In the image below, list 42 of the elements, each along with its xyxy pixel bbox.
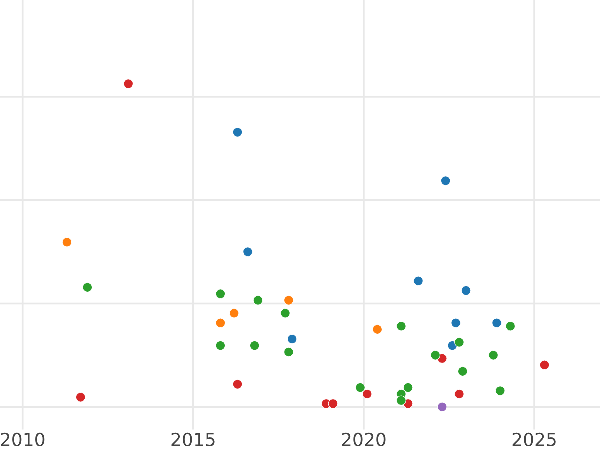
point <box>82 282 93 293</box>
point <box>437 402 448 412</box>
point <box>458 366 468 377</box>
point <box>362 389 372 400</box>
point <box>403 382 414 393</box>
point <box>506 321 516 332</box>
point <box>356 382 366 393</box>
point <box>280 308 290 318</box>
point <box>232 380 243 390</box>
point <box>76 392 86 402</box>
point <box>396 321 406 332</box>
point <box>454 389 464 400</box>
point <box>232 128 243 138</box>
point <box>540 360 550 370</box>
point <box>243 247 253 257</box>
x-tick-label: 2020 <box>342 432 386 447</box>
x-tick-label: 2025 <box>512 432 556 447</box>
point <box>495 386 506 396</box>
point <box>440 176 451 186</box>
point <box>372 324 383 335</box>
point <box>284 296 294 306</box>
x-tick-label: 2015 <box>172 432 215 447</box>
point <box>488 350 499 360</box>
point <box>451 318 461 328</box>
point <box>454 338 464 348</box>
point <box>328 398 338 409</box>
point <box>216 318 226 328</box>
point <box>250 340 260 351</box>
point <box>492 318 502 328</box>
point <box>414 276 424 286</box>
point <box>62 237 72 248</box>
point <box>253 296 264 306</box>
point <box>216 340 226 351</box>
x-tick-label: 2010 <box>1 432 45 447</box>
point <box>430 350 441 360</box>
point <box>124 79 134 89</box>
point <box>216 289 226 299</box>
point <box>284 347 294 358</box>
point <box>396 396 406 406</box>
point <box>461 286 472 296</box>
point <box>229 308 240 318</box>
point <box>287 334 298 344</box>
